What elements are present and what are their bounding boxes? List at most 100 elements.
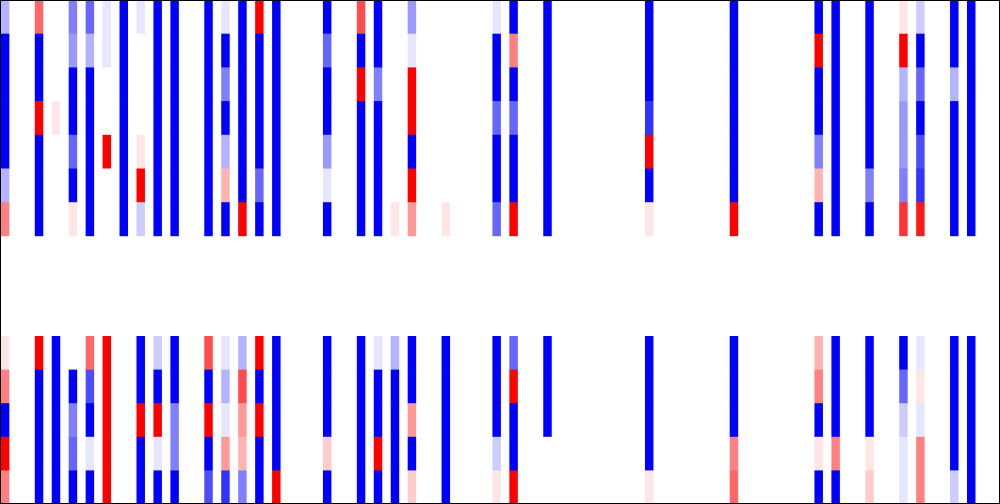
heatmap-cell [831,470,840,504]
heatmap-cell [170,202,179,237]
heatmap-cell [509,336,518,370]
heatmap-cell [899,470,908,504]
heatmap-cell [950,336,959,370]
heatmap-cell [34,134,44,169]
heatmap-cell [899,403,908,438]
heatmap-cell [136,0,145,34]
heatmap-cell [916,369,925,404]
heatmap-cell [153,101,162,136]
heatmap-cell [644,436,654,471]
heatmap-cell [950,67,959,102]
heatmap-cell [85,436,95,471]
heatmap-cell [865,470,874,504]
heatmap-cell [322,202,332,237]
heatmap-cell [153,33,162,68]
heatmap-cell [119,33,129,68]
heatmap-cell [204,0,213,34]
heatmap-cell [933,134,942,169]
heatmap-cell [170,134,179,169]
heatmap-cell [967,336,976,370]
heatmap-cell [729,134,739,169]
heatmap-cell [204,403,213,438]
heatmap-cell [865,67,874,102]
heatmap-cell [255,0,264,34]
heatmap-cell [441,470,451,504]
heatmap-cell [933,67,942,102]
heatmap-cell [729,202,739,237]
heatmap-cell [543,436,552,471]
heatmap-cell [68,336,78,370]
heatmap-cell [170,336,179,370]
heatmap-cell [373,470,383,504]
heatmap-cell [916,436,925,471]
heatmap-cell [170,436,179,471]
heatmap-cell [492,67,501,102]
heatmap-cell [119,202,129,237]
heatmap-cell [102,470,112,504]
heatmap-cell [85,202,95,237]
heatmap-cell [85,168,95,203]
heatmap-cell [153,336,162,370]
heatmap-cell [0,336,10,370]
heatmap-cell [34,470,44,504]
heatmap-cell [204,134,213,169]
heatmap-cell [356,33,366,68]
heatmap-cell [814,101,823,136]
heatmap-cell [865,0,874,34]
heatmap-cell [221,436,230,471]
heatmap-cell [255,134,264,169]
heatmap-cell [899,101,908,136]
heatmap-cell [0,0,10,34]
heatmap-cell [136,33,145,68]
heatmap-cell [865,33,874,68]
heatmap-cell [407,168,417,203]
heatmap-cell [814,202,823,237]
heatmap-cell [272,33,281,68]
heatmap-cell [950,0,959,34]
heatmap-cell [814,67,823,102]
heatmap-cell [68,67,78,102]
heatmap-cell [102,202,112,237]
heatmap-cell [865,101,874,136]
heatmap-cell [51,101,61,136]
heatmap-cell [68,101,78,136]
heatmap-cell [729,0,739,34]
heatmap-cell [407,33,417,68]
heatmap-cell [644,369,654,404]
heatmap-cell [644,168,654,203]
heatmap-cell [356,0,366,34]
heatmap-cell [916,134,925,169]
heatmap-cell [238,202,247,237]
heatmap-cell [255,168,264,203]
heatmap-cell [356,202,366,237]
heatmap-cell [899,67,908,102]
heatmap-cell [153,67,162,102]
heatmap-cell [34,0,44,34]
heatmap-cell [492,202,501,237]
heatmap-cell [204,33,213,68]
heatmap-cell [85,134,95,169]
heatmap-cell [322,33,332,68]
heatmap-cell [221,403,230,438]
heatmap-cell [272,101,281,136]
heatmap-cell [543,202,552,237]
heatmap-cell [34,168,44,203]
heatmap-cell [68,168,78,203]
heatmap-cell [272,470,281,504]
heatmap-cell [543,369,552,404]
heatmap-cell [899,436,908,471]
heatmap-cell [865,403,874,438]
heatmap-cell [51,369,61,404]
heatmap-cell [916,0,925,34]
heatmap-cell [322,168,332,203]
heatmap-cell [170,369,179,404]
heatmap-cell [238,134,247,169]
heatmap-cell [221,0,230,34]
heatmap-cell [390,0,400,34]
heatmap-cell [509,0,518,34]
heatmap-cell [407,202,417,237]
heatmap-cell [136,336,145,370]
heatmap-cell [831,101,840,136]
heatmap-cell [170,101,179,136]
